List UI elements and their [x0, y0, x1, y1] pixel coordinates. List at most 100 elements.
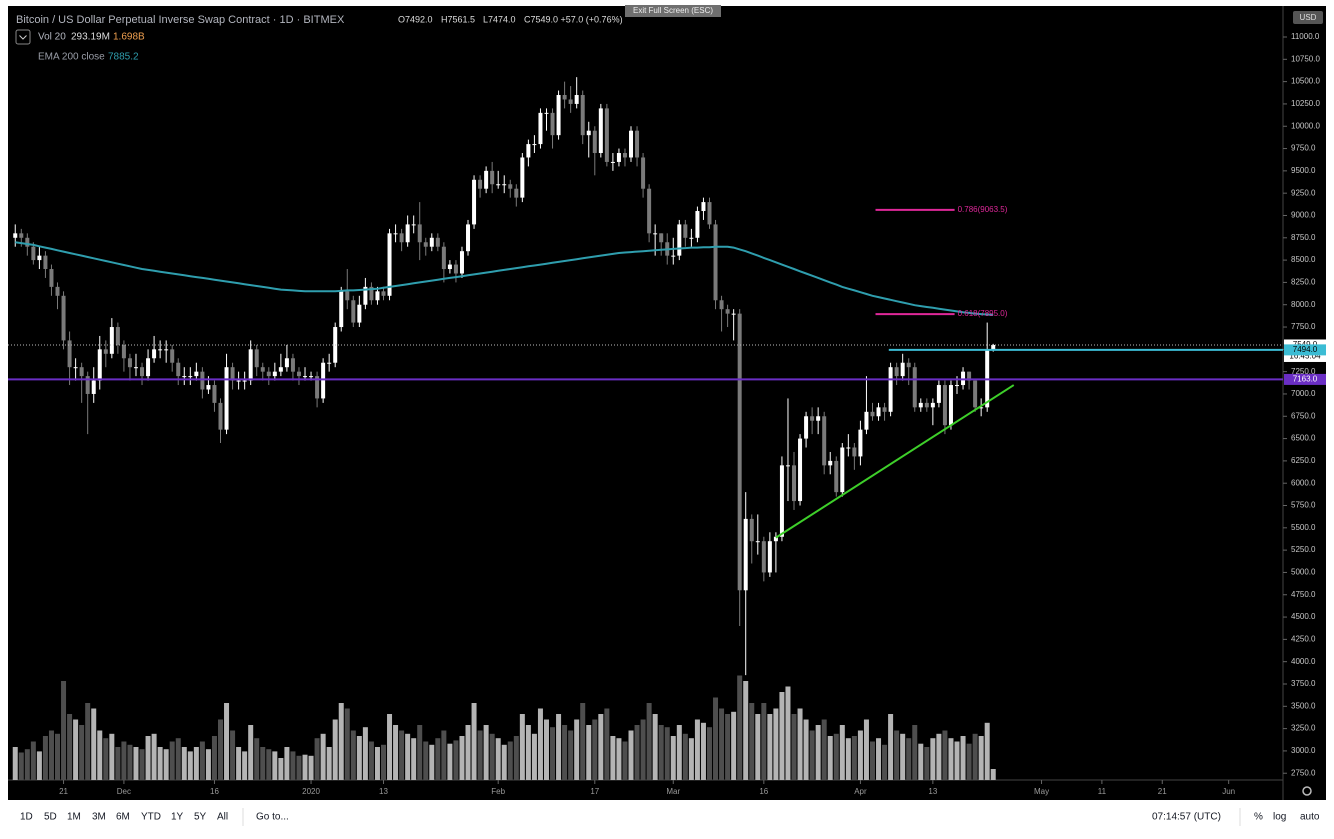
currency-box[interactable] — [1293, 11, 1323, 24]
candle-body — [713, 224, 718, 301]
candle-body — [834, 460, 839, 493]
candle-body — [152, 349, 157, 359]
settings-icon[interactable] — [1302, 786, 1312, 796]
volume-bar — [598, 714, 604, 780]
candle-body — [852, 447, 857, 457]
fib-label: 0.618(7895.0) — [958, 309, 1008, 318]
timeframe-button[interactable]: 5D — [44, 812, 57, 823]
candle-body — [882, 407, 887, 412]
candle-body — [140, 367, 145, 377]
collapse-button[interactable] — [15, 29, 31, 45]
timeframe-button[interactable]: 5Y — [194, 812, 207, 823]
timeframe-button[interactable]: 1Y — [171, 812, 184, 823]
volume-bar — [169, 741, 175, 780]
timeframe-button[interactable]: 1M — [67, 812, 81, 823]
volume-bar — [857, 730, 863, 780]
price-tag-label: 7163.0 — [1293, 375, 1318, 384]
candle-body — [109, 327, 114, 354]
goto-button[interactable]: Go to... — [256, 812, 289, 823]
currency-label[interactable]: USD — [1300, 13, 1317, 22]
volume-bar — [30, 741, 36, 780]
candle-body — [737, 313, 742, 591]
scale-option[interactable]: auto — [1300, 812, 1320, 823]
scale-option[interactable]: % — [1254, 812, 1263, 823]
volume-bar — [18, 752, 24, 780]
volume-bar — [556, 714, 562, 780]
volume-bar — [574, 719, 580, 780]
volume-bar — [127, 744, 133, 780]
timeframe-button[interactable]: 6M — [116, 812, 130, 823]
volume-bar — [489, 733, 495, 780]
volume-bar — [109, 733, 115, 780]
volume-bar — [405, 733, 411, 780]
y-tick-label: 4000.0 — [1291, 657, 1316, 666]
volume-bar — [537, 708, 543, 780]
candle-body — [580, 95, 585, 136]
exit-button[interactable] — [625, 5, 721, 17]
x-tick-label: May — [1034, 787, 1049, 796]
volume-bar — [399, 730, 405, 780]
candle-body — [466, 224, 471, 252]
volume-bar — [543, 719, 549, 780]
candle-body — [514, 188, 519, 198]
x-tick-label: Feb — [491, 787, 505, 796]
timeframe-button[interactable]: 3M — [92, 812, 106, 823]
y-tick-label: 6750.0 — [1291, 411, 1316, 420]
volume-value: 293.19M — [71, 32, 110, 43]
volume-bar — [387, 714, 393, 780]
candle-body — [484, 170, 489, 189]
candle-body — [743, 518, 748, 591]
timeframe-button[interactable]: All — [217, 812, 228, 823]
volume-bar — [888, 714, 894, 780]
candle-body — [635, 130, 640, 158]
candle-body — [194, 371, 199, 377]
candle-body — [417, 224, 422, 243]
candle-body — [441, 246, 446, 270]
x-tick-label: Jun — [1222, 787, 1235, 796]
volume-bar — [332, 719, 338, 780]
candle-body — [761, 541, 766, 573]
volume-bar — [839, 725, 845, 780]
volume-bar — [930, 738, 936, 780]
candle-body — [767, 541, 772, 573]
x-tick-label: 11 — [1098, 787, 1107, 796]
volume-bar — [302, 754, 308, 780]
x-tick-label: Mar — [666, 787, 680, 796]
scale-option[interactable]: log — [1273, 812, 1286, 823]
y-tick-label: 9750.0 — [1291, 144, 1316, 153]
volume-bar — [960, 736, 966, 780]
volume-bar — [477, 730, 483, 780]
volume-bar — [254, 738, 260, 780]
y-tick-label: 9000.0 — [1291, 211, 1316, 220]
volume-bar — [79, 725, 85, 780]
candle-body — [792, 465, 797, 502]
volume-bar — [344, 708, 350, 780]
volume-bar — [894, 730, 900, 780]
volume-bar — [326, 747, 332, 780]
volume-bar — [181, 747, 187, 780]
candle-body — [260, 367, 265, 372]
volume-bar — [85, 703, 91, 780]
candle-body — [629, 130, 634, 158]
y-tick-label: 10250.0 — [1291, 99, 1320, 108]
candle-body — [115, 327, 120, 345]
volume-bar — [24, 749, 30, 780]
exit-button-label[interactable]: Exit Full Screen (ESC) — [633, 6, 713, 15]
volume-bar — [658, 725, 664, 780]
ohlc-value: L7474.0 — [483, 14, 516, 24]
volume-bar — [356, 736, 362, 780]
volume-bar — [664, 727, 670, 780]
ema-value: 7885.2 — [108, 52, 139, 63]
volume-bar — [821, 719, 827, 780]
candle-body — [604, 108, 609, 162]
y-tick-label: 7250.0 — [1291, 367, 1316, 376]
volume-bar — [205, 749, 211, 780]
collapse-icon[interactable] — [19, 35, 27, 40]
candle-body — [930, 402, 935, 408]
volume-bar — [139, 749, 145, 780]
candle-body — [864, 411, 869, 430]
volume-bar — [912, 725, 918, 780]
timeframe-button[interactable]: 1D — [20, 812, 33, 823]
timeframe-button[interactable]: YTD — [141, 812, 161, 823]
volume-bar — [290, 751, 296, 780]
